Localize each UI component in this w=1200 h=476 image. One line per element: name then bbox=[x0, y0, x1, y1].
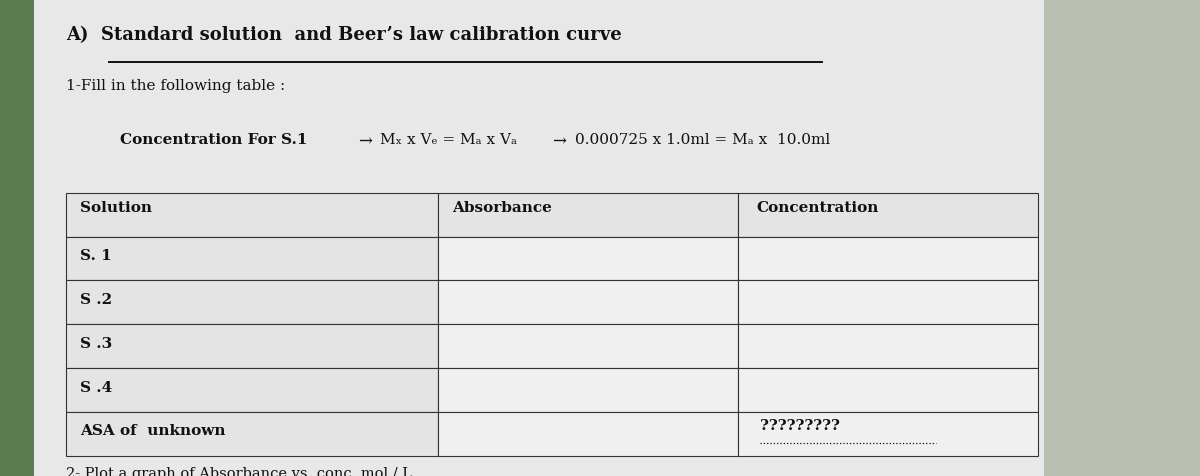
Text: S .4: S .4 bbox=[80, 381, 113, 395]
Text: Mₓ x Vₑ = Mₐ x Vₐ: Mₓ x Vₑ = Mₐ x Vₐ bbox=[380, 133, 517, 147]
Text: Concentration For S.1: Concentration For S.1 bbox=[120, 133, 307, 147]
Text: A)  Standard solution  and Beer’s law calibration curve: A) Standard solution and Beer’s law cali… bbox=[66, 26, 622, 44]
Text: S. 1: S. 1 bbox=[80, 249, 112, 263]
Text: →: → bbox=[358, 133, 372, 150]
Text: Concentration: Concentration bbox=[756, 201, 878, 215]
Text: 1-Fill in the following table :: 1-Fill in the following table : bbox=[66, 79, 286, 92]
Text: →: → bbox=[552, 133, 566, 150]
Text: ?????????: ????????? bbox=[760, 419, 840, 433]
Text: S .3: S .3 bbox=[80, 337, 113, 351]
Text: 0.000725 x 1.0ml = Mₐ x  10.0ml: 0.000725 x 1.0ml = Mₐ x 10.0ml bbox=[575, 133, 830, 147]
Text: 2- Plot a graph of Absorbance vs. conc  mol / L: 2- Plot a graph of Absorbance vs. conc m… bbox=[66, 467, 412, 476]
Text: ASA of  unknown: ASA of unknown bbox=[80, 425, 226, 438]
Text: S .2: S .2 bbox=[80, 293, 113, 307]
Text: Absorbance: Absorbance bbox=[452, 201, 552, 215]
Text: Solution: Solution bbox=[80, 201, 152, 215]
